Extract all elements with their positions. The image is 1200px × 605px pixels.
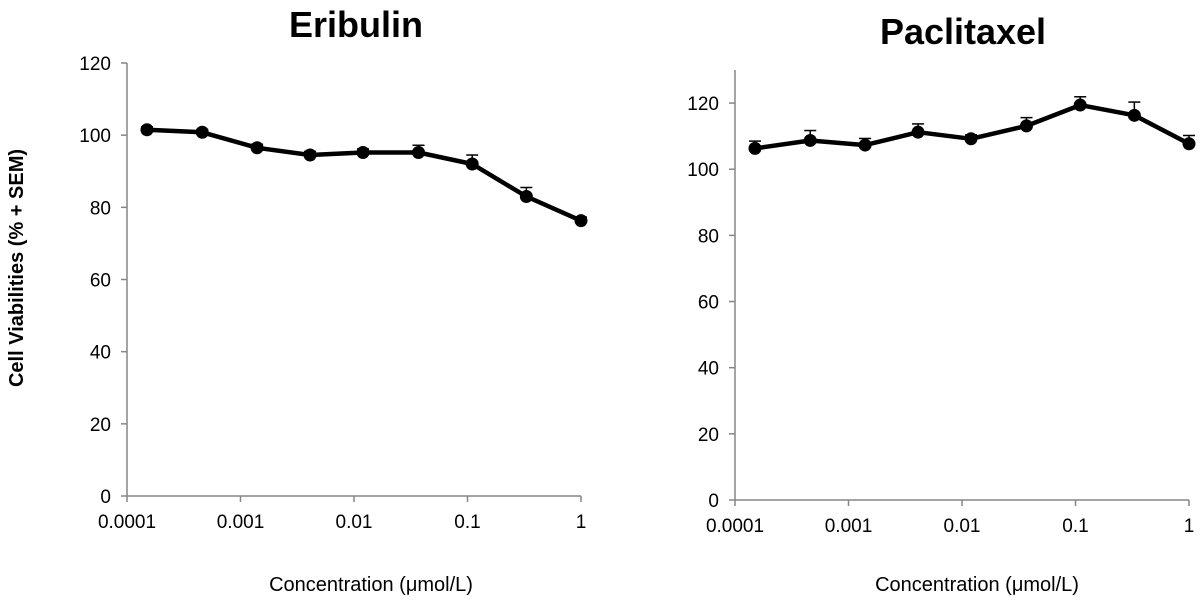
data-point [303, 148, 317, 162]
chart-panel-2: Paclitaxel 0 20 40 60 80 100 120 0.0001 0.001 0.01… [687, 11, 1196, 596]
data-point [911, 125, 925, 139]
y-tick-label: 100 [687, 160, 719, 181]
y-tick-label: 0 [708, 491, 719, 512]
y-tick-label: 80 [90, 198, 111, 219]
data-point [1127, 108, 1141, 122]
data-point [1019, 119, 1033, 133]
y-tick-label: 120 [687, 94, 719, 115]
chart-title: Paclitaxel [880, 11, 1046, 52]
y-tick-label: 40 [90, 343, 111, 364]
x-tick-label: 1 [1184, 516, 1195, 537]
data-point [574, 214, 588, 228]
data-point [250, 141, 264, 155]
data-point [465, 157, 479, 171]
data-point [519, 190, 533, 204]
x-tick-label: 0.0001 [98, 512, 156, 533]
data-point [1073, 98, 1087, 112]
data-point [1182, 137, 1196, 151]
x-tick-label: 0.01 [944, 516, 981, 537]
chart-title: Eribulin [289, 4, 423, 45]
y-tick-label: 120 [79, 54, 111, 75]
x-tick-label: 0.001 [825, 516, 873, 537]
x-axis-label: Concentration (μmol/L) [875, 574, 1079, 596]
y-tick-label: 100 [79, 126, 111, 147]
data-point [411, 145, 425, 159]
data-point [964, 132, 978, 146]
x-tick-label: 0.0001 [706, 516, 764, 537]
y-tick-label: 60 [90, 271, 111, 292]
y-tick-label: 80 [698, 226, 719, 247]
x-tick-label: 0.1 [454, 512, 480, 533]
data-point [356, 145, 370, 159]
y-tick-label: 40 [698, 359, 719, 380]
data-point [748, 141, 762, 155]
series-line [146, 127, 582, 223]
x-tick-label: 1 [576, 512, 587, 533]
x-axis-label: Concentration (μmol/L) [269, 574, 473, 596]
data-point [858, 138, 872, 152]
x-tick-label: 0.1 [1062, 516, 1088, 537]
data-point [140, 123, 154, 137]
y-axis-label: Cell Viabilities (% + SEM) [6, 149, 28, 387]
data-point [195, 125, 209, 139]
x-tick-label: 0.01 [336, 512, 373, 533]
y-tick-label: 20 [90, 415, 111, 436]
y-tick-label: 60 [698, 293, 719, 314]
data-point [803, 133, 817, 147]
y-tick-label: 20 [698, 425, 719, 446]
chart-panel-1: Eribulin 0 20 40 60 80 100 120 0.0001 0.001 0.01 0.… [6, 4, 588, 596]
x-tick-label: 0.001 [217, 512, 265, 533]
y-tick-label: 0 [100, 487, 111, 508]
